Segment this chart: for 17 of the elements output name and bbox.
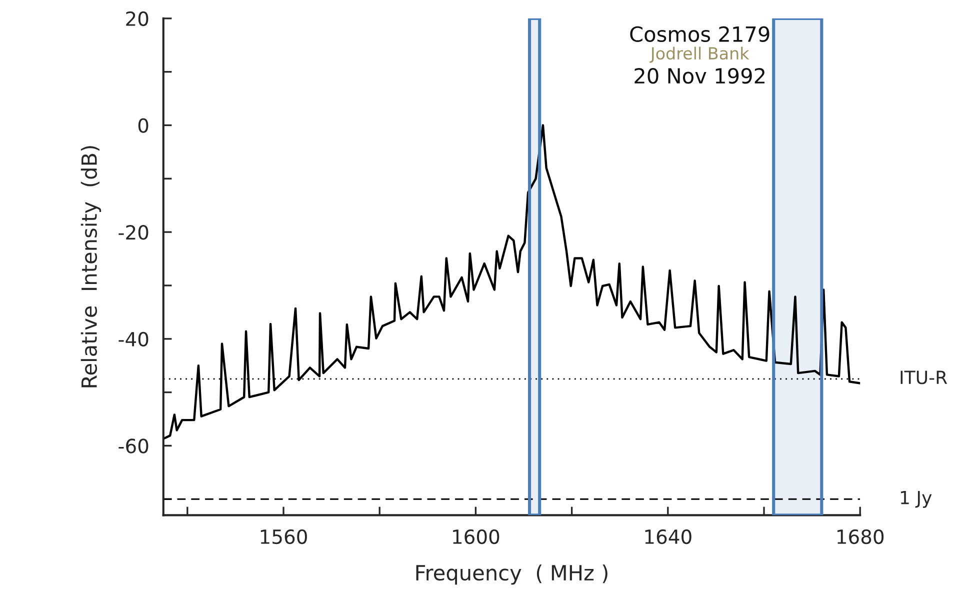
ref-line-label: ITU-R bbox=[900, 370, 948, 384]
y-tick-label: -60 bbox=[118, 438, 148, 454]
line-series bbox=[163, 124, 860, 440]
x-axis-title: Frequency ( MHz ) bbox=[416, 564, 608, 585]
y-tick-label: 0 bbox=[138, 118, 148, 133]
annotation: Cosmos 2179 bbox=[630, 26, 770, 42]
annotation: 20 Nov 1992 bbox=[634, 68, 764, 84]
y-axis-title: Relative Intensity (dB) bbox=[80, 146, 102, 388]
y-tick-label: -40 bbox=[118, 332, 148, 347]
y-tick-label: 20 bbox=[126, 11, 148, 26]
ref-line-label: 1 Jy bbox=[900, 490, 932, 508]
x-tick-label: 1600 bbox=[453, 529, 500, 544]
x-tick-label: 1680 bbox=[837, 529, 884, 544]
y-tick-label: -20 bbox=[118, 225, 148, 240]
x-tick-label: 1560 bbox=[260, 529, 307, 544]
annotation: Jodrell Bank bbox=[650, 46, 750, 63]
x-tick-label: 1640 bbox=[645, 529, 692, 544]
